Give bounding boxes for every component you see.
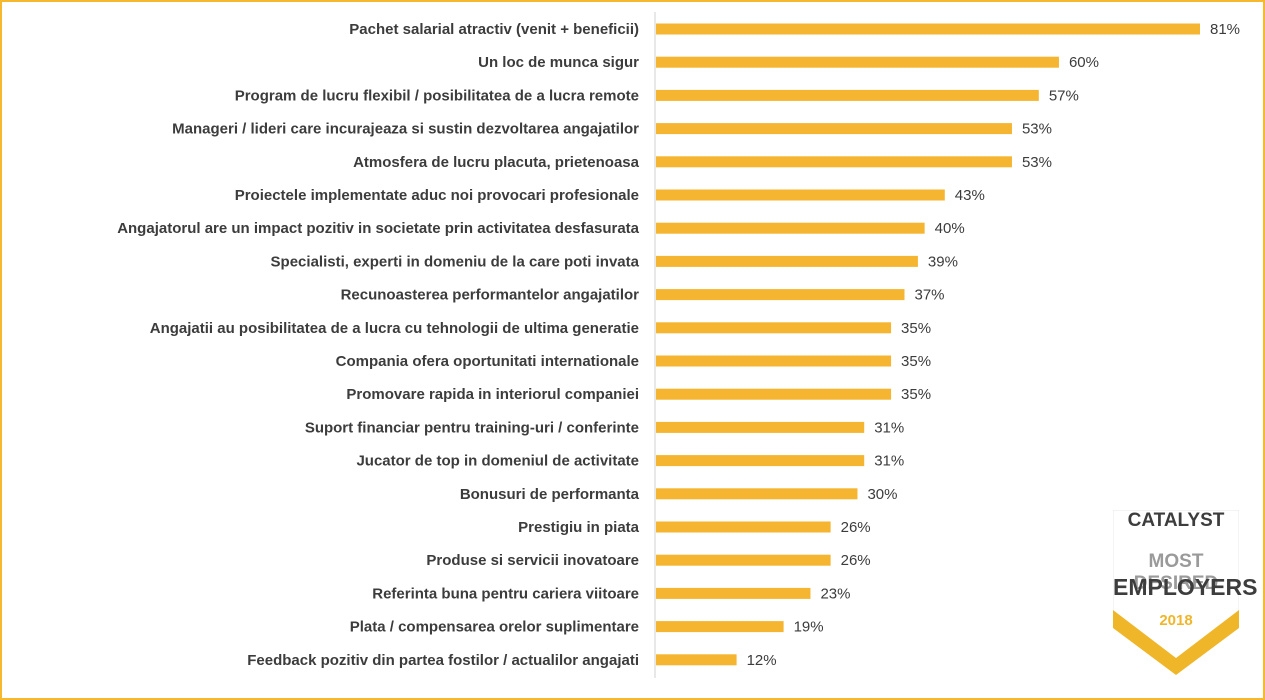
category-label: Specialisti, experti in domeniu de la ca…	[271, 253, 640, 270]
category-label: Bonusuri de performanta	[460, 486, 640, 503]
value-label: 31%	[874, 453, 904, 470]
value-label: 39%	[928, 253, 958, 270]
value-label: 40%	[935, 220, 965, 237]
badge-line1: MOST DESIRED	[1133, 551, 1219, 594]
bar	[656, 123, 1012, 135]
category-label: Promovare rapida in interiorul companiei	[346, 386, 639, 403]
value-label: 31%	[874, 419, 904, 436]
bar	[656, 222, 925, 234]
category-label: Suport financiar pentru training-uri / c…	[305, 419, 639, 436]
category-label: Jucator de top in domeniul de activitate	[356, 453, 639, 470]
value-label: 60%	[1069, 54, 1099, 71]
value-label: 19%	[794, 619, 824, 636]
value-label: 30%	[867, 486, 897, 503]
value-label: 57%	[1049, 87, 1079, 104]
bar	[656, 23, 1200, 35]
category-label: Angajatorul are un impact pozitiv in soc…	[117, 220, 639, 237]
value-label: 35%	[901, 386, 931, 403]
catalyst-badge: CATALYST MOST DESIRED EMPLOYERS 2018	[1113, 510, 1258, 675]
value-label: 37%	[914, 287, 944, 304]
bar	[656, 89, 1039, 101]
value-label: 12%	[747, 652, 777, 669]
category-label: Pachet salarial atractiv (venit + benefi…	[349, 21, 639, 38]
value-label: 35%	[901, 353, 931, 370]
category-label: Plata / compensarea orelor suplimentare	[350, 619, 639, 636]
bar	[656, 289, 905, 301]
category-label: Referinta buna pentru cariera viitoare	[372, 585, 639, 602]
bar	[656, 621, 784, 633]
badge-year: 2018	[1159, 612, 1193, 629]
bar	[656, 455, 865, 467]
category-label: Un loc de munca sigur	[478, 54, 639, 71]
bar	[656, 654, 737, 666]
value-label: 23%	[820, 585, 850, 602]
value-label: 43%	[955, 187, 985, 204]
badge-line2: EMPLOYERS	[1113, 574, 1258, 600]
category-label: Prestigiu in piata	[518, 519, 640, 536]
category-label: Produse si servicii inovatoare	[426, 552, 639, 569]
category-label: Program de lucru flexibil / posibilitate…	[235, 87, 639, 104]
category-label: Feedback pozitiv din partea fostilor / a…	[247, 652, 639, 669]
badge-brand: CATALYST	[1127, 510, 1225, 531]
category-label: Compania ofera oportunitati internationa…	[336, 353, 639, 370]
value-label: 26%	[841, 552, 871, 569]
category-label: Atmosfera de lucru placuta, prietenoasa	[353, 154, 640, 171]
value-label: 53%	[1022, 121, 1052, 138]
category-label: Manageri / lideri care incurajeaza si su…	[172, 121, 639, 138]
value-label: 81%	[1210, 21, 1240, 38]
value-label: 35%	[901, 320, 931, 337]
bar	[656, 355, 892, 367]
value-label: 53%	[1022, 154, 1052, 171]
bar	[656, 322, 892, 334]
bar	[656, 388, 892, 400]
bar	[656, 521, 831, 533]
category-label: Angajatii au posibilitatea de a lucra cu…	[150, 320, 639, 337]
bar	[656, 421, 865, 433]
bar	[656, 488, 858, 500]
badge-shield-icon	[1113, 510, 1239, 675]
bar	[656, 587, 811, 599]
bar	[656, 56, 1059, 68]
category-label: Proiectele implementate aduc noi provoca…	[235, 187, 639, 204]
bar	[656, 554, 831, 566]
bar	[656, 255, 918, 267]
bar	[656, 189, 945, 201]
bar	[656, 156, 1012, 168]
value-label: 26%	[841, 519, 871, 536]
category-label: Recunoasterea performantelor angajatilor	[341, 287, 640, 304]
